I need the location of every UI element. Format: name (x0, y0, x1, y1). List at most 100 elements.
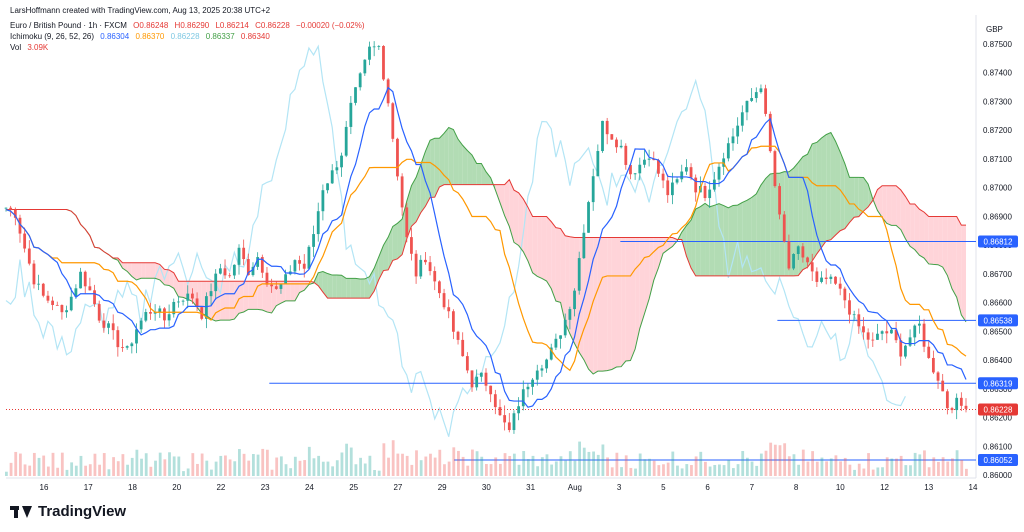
volume-bar (843, 457, 847, 476)
candle-body (582, 232, 586, 259)
ichimoku-cloud-segment (886, 185, 892, 226)
volume-bar (279, 456, 283, 476)
footer-brand: TradingView (10, 503, 126, 520)
candle-body (256, 257, 260, 267)
ichimoku-cloud-segment (541, 216, 547, 282)
candle-body (554, 338, 558, 348)
candle-body (163, 308, 166, 321)
legend-vol-label[interactable]: Vol (10, 43, 22, 52)
volume-bar (745, 457, 749, 476)
ichimoku-cloud-segment (341, 275, 347, 299)
candle-body (890, 329, 893, 334)
volume-bar (149, 466, 153, 476)
volume-bar (918, 454, 922, 476)
candle-body (778, 186, 781, 215)
candle-body (535, 370, 539, 380)
volume-bar (727, 460, 731, 476)
ichimoku-cloud-segment (127, 262, 132, 277)
ichimoku-cloud-segment (136, 262, 142, 280)
y-tick-label: 0.87100 (983, 155, 1012, 164)
senkou-span-b-line (6, 178, 966, 299)
ichimoku-cloud-segment (523, 198, 528, 261)
volume-bar (5, 471, 8, 476)
y-tick-label: 0.86600 (983, 299, 1012, 308)
ichimoku-cloud-segment (555, 227, 561, 303)
candle-body (4, 207, 8, 209)
candle-body (260, 257, 264, 273)
y-tick-label: 0.87400 (983, 69, 1012, 78)
ichimoku-cloud-segment (854, 177, 859, 218)
y-tick-label: 0.87000 (983, 184, 1012, 193)
candle-body (829, 276, 833, 279)
volume-bar (909, 465, 912, 476)
kijun-sen-line (5, 145, 967, 372)
brand-name: TradingView (38, 503, 127, 520)
volume-bar (708, 466, 712, 476)
candle-body (186, 293, 190, 301)
legend-symbol[interactable]: Euro / British Pound · 1h · FXCM (10, 21, 127, 30)
volume-bar (205, 460, 209, 476)
candle-body (470, 370, 474, 388)
ichimoku-cloud-segment (760, 178, 766, 276)
volume-bar (643, 459, 647, 476)
ichimoku-cloud-segment (458, 139, 463, 185)
ichimoku-cloud-segment (933, 216, 939, 265)
volume-bar (517, 464, 521, 476)
volume-bar (60, 452, 64, 476)
x-tick-label: 5 (661, 483, 666, 492)
candle-body (503, 415, 507, 423)
volume-bar (685, 464, 689, 476)
legend-ichimoku-v5: 0.86340 (240, 32, 270, 41)
volume-bar (51, 452, 55, 476)
candle-body (246, 259, 250, 276)
candle-body (149, 312, 152, 314)
ichimoku-cloud-segment (229, 281, 235, 321)
volume-bar (130, 457, 134, 476)
volume-bar (965, 468, 968, 476)
candle-body (629, 164, 632, 175)
volume-bar (116, 461, 120, 476)
ichimoku-cloud-segment (476, 163, 482, 185)
candle-body (88, 286, 92, 291)
volume-bar (825, 461, 828, 476)
ichimoku-cloud-segment (416, 164, 421, 222)
ichimoku-cloud-segment (723, 205, 729, 276)
candle-body (852, 314, 856, 316)
volume-bar (676, 465, 679, 476)
candle-body (820, 277, 823, 282)
candle-body (335, 167, 339, 171)
candle-body (913, 325, 917, 338)
candle-body (703, 185, 707, 199)
legend-ichimoku-label[interactable]: Ichimoku (9, 26, 52, 26) (10, 32, 95, 41)
candle-body (396, 138, 399, 177)
volume-bar (573, 460, 577, 476)
candle-body (9, 207, 13, 210)
ichimoku-cloud-segment (900, 189, 906, 239)
ichimoku-cloud-segment (593, 237, 598, 374)
candle-body (204, 296, 208, 319)
volume-bar (778, 445, 782, 476)
ichimoku-cloud-segment (294, 281, 300, 301)
x-tick-label: 30 (482, 483, 491, 492)
ichimoku-cloud-segment (527, 207, 533, 273)
chikou-span-line (5, 44, 906, 437)
x-tick-label: 6 (705, 483, 710, 492)
ichimoku-cloud-segment (257, 281, 263, 310)
ichimoku-cloud-segment (630, 237, 636, 361)
volume-bar (927, 467, 931, 476)
ichimoku-cloud-segment (607, 237, 612, 371)
volume-bar (121, 454, 125, 476)
ichimoku-cloud-segment (891, 185, 897, 226)
volume-bar (787, 456, 791, 476)
volume-bar (718, 464, 721, 476)
ichimoku-cloud-segment (150, 262, 156, 279)
x-tick-label: 25 (349, 483, 358, 492)
ichimoku-cloud-segment (537, 216, 542, 279)
volume-bar (554, 461, 558, 476)
candle-body (876, 333, 879, 340)
ichimoku-cloud-segment (248, 281, 253, 310)
volume-bar (853, 469, 856, 476)
candle-body (65, 310, 68, 313)
x-tick-label: 14 (969, 483, 978, 492)
